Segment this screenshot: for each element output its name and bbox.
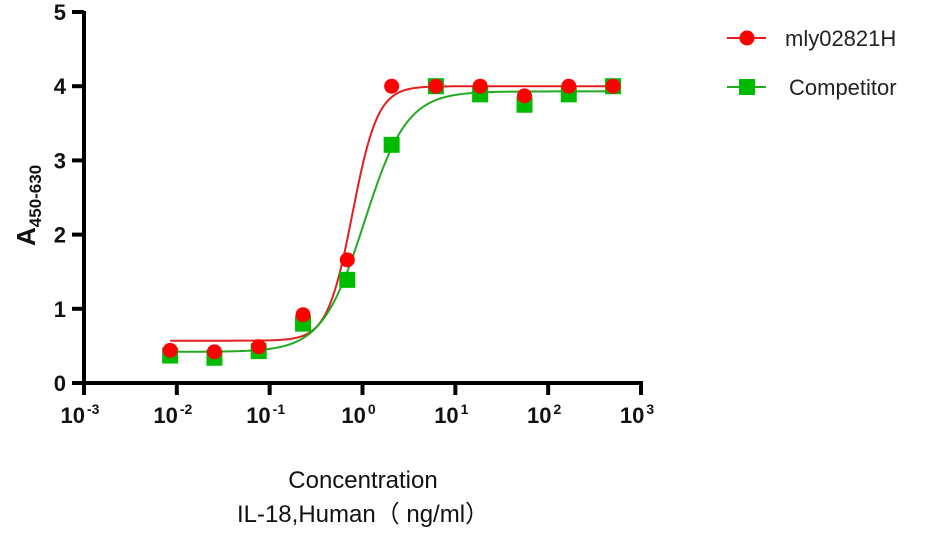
x-tick-label: 10 3 xyxy=(620,401,654,428)
legend-label: Competitor xyxy=(789,75,897,100)
data-point-mly02821h xyxy=(428,78,444,94)
fit-curve-competitor xyxy=(170,90,614,353)
data-point-mly02821h xyxy=(517,88,533,104)
y-tick-label: 3 xyxy=(54,148,66,173)
data-point-mly02821h xyxy=(162,342,178,358)
x-tick-label: 10 -1 xyxy=(246,401,285,428)
svg-text:A450-630: A450-630 xyxy=(11,165,45,246)
data-point-mly02821h xyxy=(295,307,311,323)
data-points xyxy=(162,78,622,366)
y-axis-label-main: A xyxy=(11,227,41,246)
data-point-mly02821h xyxy=(384,78,400,94)
x-tick-label: 10 1 xyxy=(434,401,468,428)
x-tick-label: 10 -2 xyxy=(153,401,192,428)
data-point-mly02821h xyxy=(561,78,577,94)
x-axis-label-line1: Concentration xyxy=(288,467,437,494)
fit-curves xyxy=(170,85,614,353)
y-axis-label-subscript: 450-630 xyxy=(26,165,45,227)
data-point-mly02821h xyxy=(251,339,267,355)
axes: 0 1 2 3 4 5 10 -3 10 -2 10 -1 10 0 10 1 10 2 10 3 xyxy=(54,0,655,428)
x-tick-label: 10 0 xyxy=(341,401,375,428)
data-point-mly02821h xyxy=(472,78,488,94)
data-point-mly02821h xyxy=(605,78,621,94)
x-tick-label: 10 -3 xyxy=(61,401,100,428)
y-tick-label: 0 xyxy=(54,371,66,396)
x-tick-label: 10 2 xyxy=(527,401,561,428)
legend-marker-circle xyxy=(739,30,755,46)
data-point-mly02821h xyxy=(206,344,222,360)
legend-label: mly02821H xyxy=(785,26,896,51)
data-point-competitor xyxy=(383,136,400,153)
legend-marker-square xyxy=(739,79,755,95)
y-tick-label: 4 xyxy=(54,74,67,99)
x-axis-label-line2: IL-18,Human（ ng/ml） xyxy=(237,501,489,528)
legend: mly02821H Competitor xyxy=(727,26,897,100)
y-tick-label: 5 xyxy=(54,0,66,25)
fit-curve-mly02821h xyxy=(170,85,614,342)
y-tick-label: 1 xyxy=(54,297,66,322)
y-axis-label: A450-630 xyxy=(11,165,45,246)
data-point-mly02821h xyxy=(339,252,355,268)
y-tick-label: 2 xyxy=(54,223,66,248)
data-point-competitor xyxy=(339,271,356,288)
